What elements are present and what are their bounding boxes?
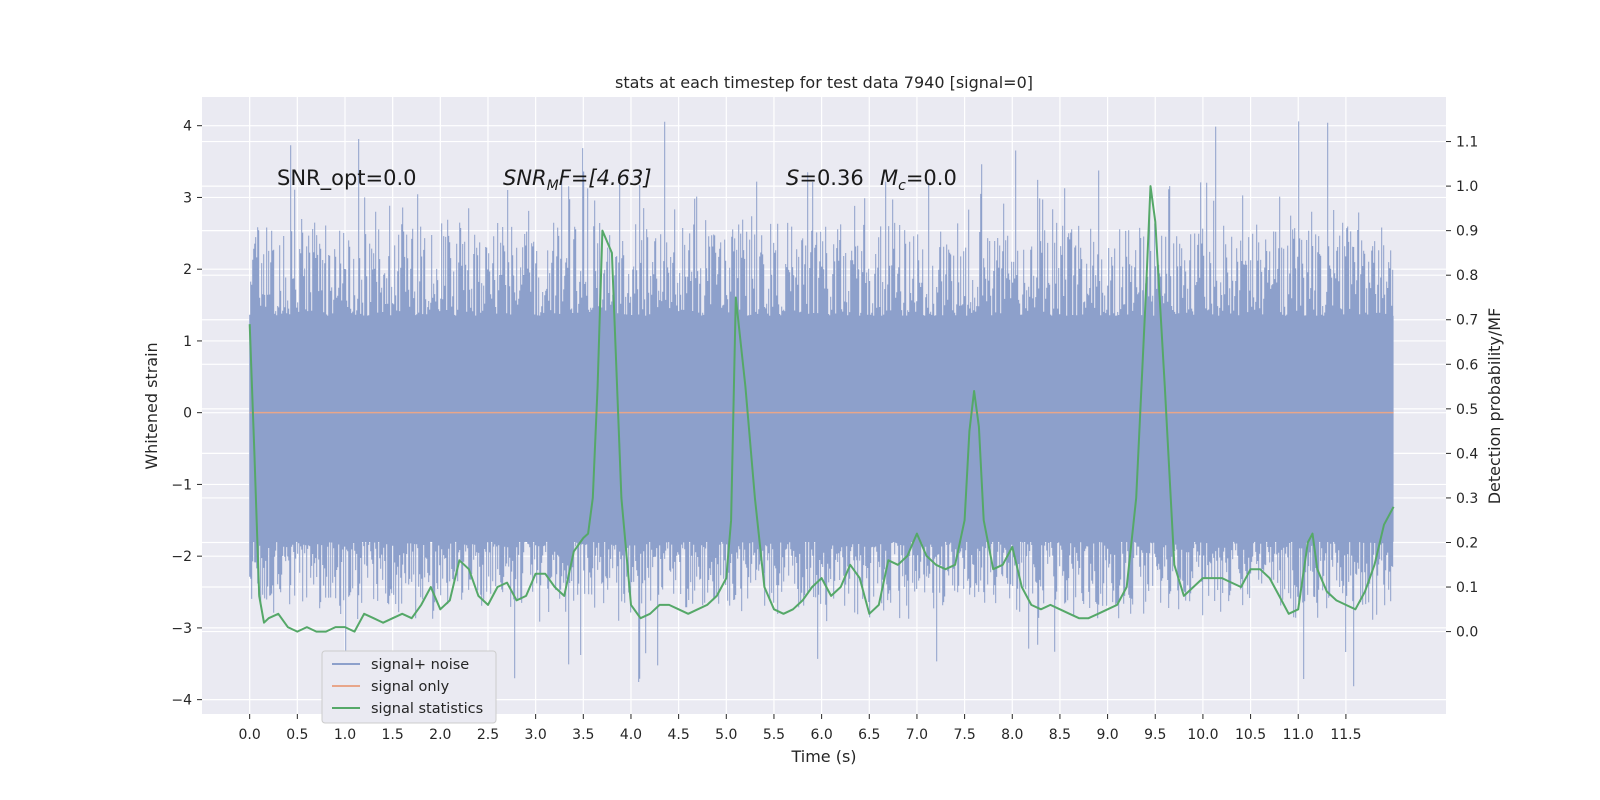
x-tick-label: 11.0 [1283, 727, 1314, 743]
annotation-snr-mf-tail: F=[4.63] [559, 166, 652, 190]
y2-axis-label: Detection probability/MF [1485, 308, 1504, 505]
y-tick-label: −1 [171, 477, 192, 493]
legend-label-signal-statistics: signal statistics [371, 701, 483, 717]
y2-axis-ticks: 0.0 0.1 0.2 0.3 0.4 0.5 0.6 0.7 0.8 0.9 1.0 1.1 [1446, 135, 1478, 641]
y2-tick-label: 0.9 [1456, 224, 1478, 240]
y2-tick-label: 1.0 [1456, 179, 1478, 195]
x-tick-label: 4.5 [667, 727, 689, 743]
x-tick-label: 1.5 [382, 727, 404, 743]
y-tick-label: −4 [171, 693, 192, 709]
legend: signal+ noise signal only signal statist… [321, 650, 497, 724]
y2-tick-label: 0.7 [1456, 313, 1478, 329]
x-tick-label: 2.5 [477, 727, 499, 743]
signal-noise-series [249, 121, 1394, 687]
legend-label-signal-only: signal only [371, 679, 450, 695]
x-tick-label: 4.0 [620, 727, 642, 743]
y2-tick-label: 0.0 [1456, 625, 1478, 641]
y-axis-ticks: −4 −3 −2 −1 0 1 2 3 4 [171, 119, 202, 709]
x-tick-label: 7.0 [906, 727, 928, 743]
x-axis-ticks: 0.0 0.5 1.0 1.5 2.0 2.5 3.0 3.5 4.0 4.5 5.0 5.5 6.0 6… [239, 714, 1361, 743]
x-tick-label: 6.0 [810, 727, 832, 743]
x-tick-label: 10.0 [1187, 727, 1218, 743]
noise-trace [249, 121, 1394, 687]
x-tick-label: 5.5 [763, 727, 785, 743]
x-tick-label: 11.5 [1330, 727, 1361, 743]
annotation-s-tail: =0.36 [799, 166, 863, 190]
x-tick-label: 0.5 [286, 727, 308, 743]
legend-box [321, 650, 497, 724]
x-tick-label: 6.5 [858, 727, 880, 743]
annotation-s-base: S [786, 166, 799, 190]
y2-tick-label: 0.4 [1456, 446, 1478, 462]
x-tick-label: 8.0 [1001, 727, 1023, 743]
annotation-snr-mf-base: SNR [503, 166, 547, 190]
annotation-mc-sub: c [898, 178, 906, 194]
x-tick-label: 3.0 [525, 727, 547, 743]
signal-statistics-line [248, 185, 1395, 633]
annotation-snr-mf-sub: M [547, 178, 559, 194]
annotation-mc-tail: =0.0 [906, 166, 957, 190]
legend-label-signal-noise: signal+ noise [371, 657, 469, 673]
y-tick-label: −3 [171, 621, 192, 637]
signal-statistics-series [248, 185, 1395, 633]
annotation-snr-opt: SNR_opt=0.0 [277, 166, 417, 191]
y-axis-label: Whitened strain [142, 342, 161, 469]
y2-tick-label: 0.1 [1456, 580, 1478, 596]
x-tick-label: 7.5 [953, 727, 975, 743]
y2-tick-label: 0.3 [1456, 491, 1478, 507]
y2-tick-label: 0.6 [1456, 357, 1478, 373]
annotation-snr-mf: SNRMF=[4.63] [503, 166, 652, 194]
x-tick-label: 10.5 [1235, 727, 1266, 743]
y-tick-label: 4 [183, 119, 192, 135]
x-tick-label: 3.5 [572, 727, 594, 743]
x-tick-label: 9.0 [1096, 727, 1118, 743]
annotation-mc-value: Mc=0.0 [880, 166, 957, 194]
y-tick-label: −2 [171, 549, 192, 565]
y-tick-label: 0 [183, 406, 192, 422]
x-tick-label: 8.5 [1049, 727, 1071, 743]
x-tick-label: 9.5 [1144, 727, 1166, 743]
x-tick-label: 2.0 [429, 727, 451, 743]
x-tick-label: 1.0 [334, 727, 356, 743]
y2-tick-label: 0.2 [1456, 535, 1478, 551]
annotation-mc-base: M [880, 166, 898, 190]
y2-tick-label: 0.5 [1456, 402, 1478, 418]
y-tick-label: 3 [183, 190, 192, 206]
y-tick-label: 1 [183, 334, 192, 350]
x-tick-label: 0.0 [239, 727, 261, 743]
x-tick-label: 5.0 [715, 727, 737, 743]
annotation-s-value: S=0.36 [786, 166, 864, 190]
y-tick-label: 2 [183, 262, 192, 278]
y2-tick-label: 0.8 [1456, 268, 1478, 284]
y2-tick-label: 1.1 [1456, 135, 1478, 151]
x-axis-label: Time (s) [790, 747, 856, 766]
chart-title: stats at each timestep for test data 794… [615, 73, 1033, 92]
